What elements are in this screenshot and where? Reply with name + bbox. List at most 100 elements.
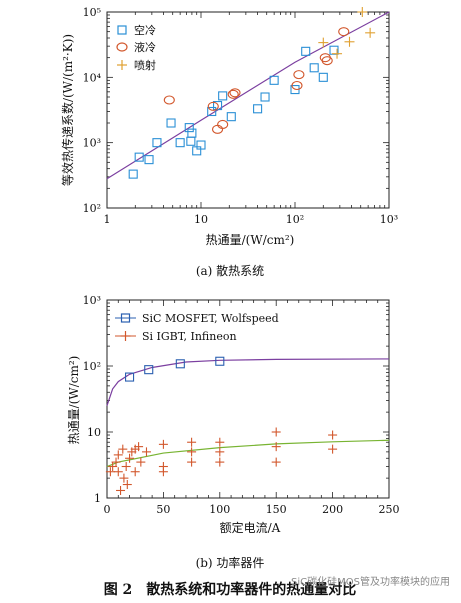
si-igbt-point: [125, 453, 135, 463]
air-cooling-point: [128, 169, 138, 179]
panel-a-plot-frame: [106, 11, 390, 209]
panel-b-legend: SiC MOSFET, Wolfspeed Si IGBT, Infineon: [115, 312, 279, 343]
panel-b-y-tick-label: 1: [94, 492, 101, 505]
si-igbt-point: [119, 473, 129, 483]
air-cooling-point: [301, 46, 311, 56]
si-igbt-point: [187, 457, 197, 467]
panel-a: 1 10 10² 10³ 10² 10³ 10⁴ 10⁵ 空冷 液冷 喷射 热通量/(W/cm…: [60, 6, 398, 278]
panel-a-fit-line: [106, 11, 390, 180]
air-cooling-point: [187, 128, 197, 138]
si-igbt-point: [158, 439, 168, 449]
panel-b-x-tick-label: 50: [156, 503, 170, 516]
liquid-cooling-point: [227, 89, 239, 99]
air-cooling-point: [186, 136, 196, 146]
si-igbt-point: [215, 437, 225, 447]
jet-cooling-point: [357, 7, 368, 17]
si-igbt-point: [130, 467, 140, 477]
si-igbt-point: [136, 457, 146, 467]
panel-a-caption: (a) 散热系统: [196, 263, 264, 278]
si-igbt-point: [118, 444, 128, 454]
air-cooling-point: [269, 75, 279, 85]
sic-fit-line: [106, 358, 390, 406]
jet-cooling-point: [365, 27, 376, 38]
panel-b-ylabel: 热通量/(W/cm²): [67, 356, 81, 445]
air-cooling-point: [175, 138, 185, 148]
liquid-cooling-point: [217, 119, 229, 130]
liquid-cooling-point: [163, 95, 175, 105]
air-cooling-point: [318, 72, 328, 82]
air-cooling-point: [253, 104, 263, 114]
panel-b-xlabel: 额定电流/A: [220, 520, 281, 535]
legend-marker-si: [120, 331, 131, 341]
air-cooling-point: [218, 91, 228, 101]
si-fit-line: [106, 439, 390, 468]
si-igbt-point: [158, 467, 168, 477]
si-igbt-point: [113, 467, 123, 477]
air-cooling-point: [152, 138, 162, 148]
panel-b-plot-frame: [106, 299, 390, 499]
legend-label-sic: SiC MOSFET, Wolfspeed: [142, 312, 279, 325]
panel-a-x-tick-label: 10³: [380, 213, 398, 226]
jet-cooling-point: [318, 37, 329, 48]
liquid-cooling-point: [229, 88, 241, 98]
liquid-cooling-point: [291, 80, 303, 91]
panel-a-y-tick-label: 10⁴: [83, 71, 102, 84]
panel-b-ticks: 0 50 100 150 200 250 1 10 10² 10³: [83, 294, 400, 516]
si-igbt-point: [116, 485, 126, 495]
panel-a-ticks: 1 10 10² 10³ 10² 10³ 10⁴ 10⁵: [83, 6, 399, 226]
air-cooling-point: [213, 100, 223, 111]
si-igbt-point: [141, 447, 151, 457]
sic-mosfet-point: [125, 372, 135, 382]
si-igbt-point: [134, 442, 144, 452]
si-igbt-point: [328, 444, 338, 454]
panel-b: 0 50 100 150 200 250 1 10 10² 10³ SiC MOSFET, Wol…: [67, 294, 400, 570]
panel-a-y-tick-label: 10³: [83, 137, 101, 150]
si-igbt-point: [111, 457, 121, 467]
air-cooling-point: [166, 118, 176, 128]
panel-a-y-tick-label: 10⁵: [83, 6, 101, 19]
si-igbt-point: [187, 437, 197, 447]
air-cooling-point: [184, 123, 194, 133]
liquid-cooling-point: [212, 124, 224, 134]
figure-caption: 图 2 散热系统和功率器件的热通量对比: [104, 581, 357, 598]
si-igbt-point: [122, 480, 132, 490]
panel-b-x-tick-label: 0: [104, 503, 111, 516]
panel-a-ylabel: 等效热传递系数/(W/(m²·K)): [60, 34, 75, 186]
panel-b-y-tick-label: 10³: [83, 294, 101, 307]
panel-a-y-tick-label: 10²: [83, 202, 101, 215]
panel-a-xlabel: 热通量/(W/cm²): [206, 233, 295, 247]
air-cooling-point: [144, 155, 154, 165]
sic-mosfet-point: [215, 356, 225, 366]
legend-marker-jet: [117, 60, 127, 70]
air-cooling-point: [260, 92, 270, 102]
sic-mosfet-point: [144, 365, 154, 375]
legend-marker-air: [117, 25, 127, 35]
jet-cooling-point: [344, 36, 355, 47]
legend-label-liquid: 液冷: [134, 40, 156, 54]
panel-b-x-tick-label: 150: [266, 503, 287, 516]
si-igbt-point: [121, 462, 131, 472]
panel-a-x-tick-label: 10²: [286, 213, 304, 226]
legend-label-si: Si IGBT, Infineon: [142, 330, 237, 343]
panel-a-legend: 空冷 液冷 喷射: [116, 23, 156, 72]
watermark: SiC碳化硅MOS管及功率模块的应用: [291, 575, 450, 588]
liquid-cooling-point: [338, 27, 350, 37]
si-igbt-point: [271, 457, 281, 467]
legend-label-jet: 喷射: [134, 58, 156, 72]
si-igbt-point: [105, 467, 115, 477]
legend-marker-sic: [120, 313, 131, 323]
air-cooling-point: [207, 106, 217, 117]
air-cooling-point: [196, 140, 206, 150]
si-igbt-point: [271, 427, 281, 437]
jet-cooling-point: [332, 48, 343, 59]
legend-label-air: 空冷: [134, 23, 156, 37]
panel-b-marks: [105, 356, 390, 495]
liquid-cooling-point: [207, 101, 219, 111]
panel-b-caption: (b) 功率器件: [196, 555, 265, 570]
panel-b-x-tick-label: 100: [209, 503, 230, 516]
si-igbt-point: [215, 457, 225, 467]
air-cooling-point: [309, 63, 319, 73]
air-cooling-point: [134, 152, 144, 162]
liquid-cooling-point: [293, 70, 305, 80]
